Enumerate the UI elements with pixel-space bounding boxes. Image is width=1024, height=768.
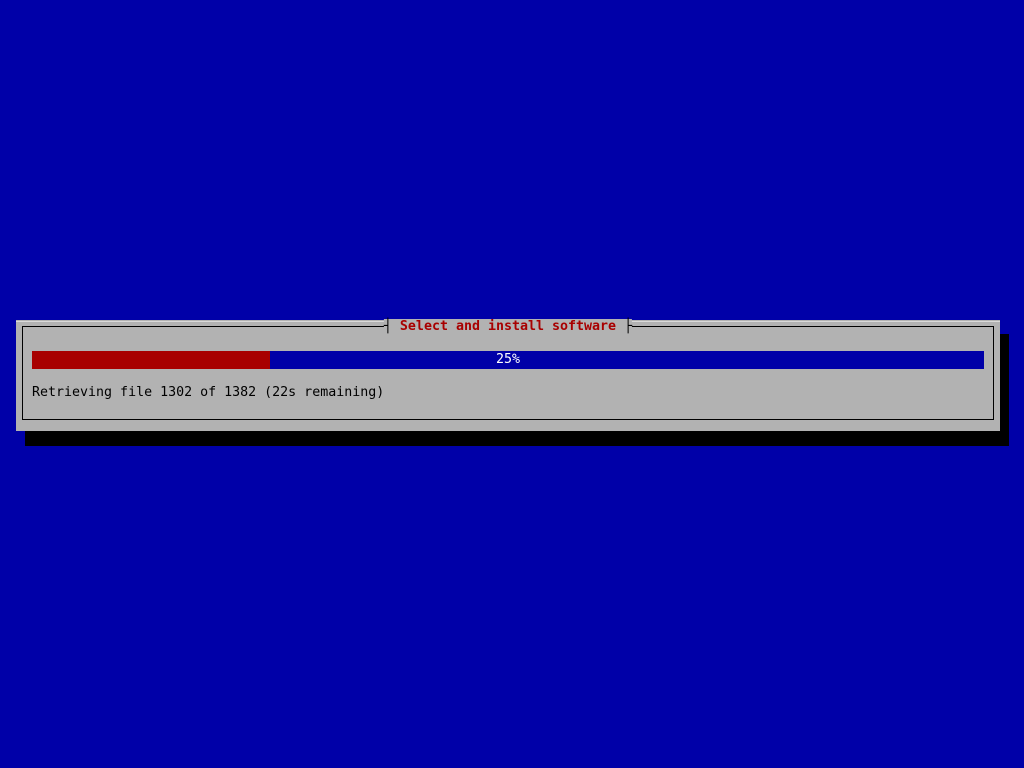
progress-bar-fill [32,351,270,369]
title-left-tick: ┤ [383,319,392,334]
dialog-title: ┤ Select and install software ├ [383,319,633,335]
install-progress-dialog: ┤ Select and install software ├ 25% Retrie… [16,319,1000,431]
dialog-border [22,326,994,420]
progress-status-text: Retrieving file 1302 of 1382 (22s remain… [32,385,385,400]
progress-percent-label: 25% [495,352,521,367]
dialog-title-text: Select and install software [399,319,617,334]
progress-bar: 25% [32,351,984,369]
title-right-tick: ├ [624,319,633,334]
